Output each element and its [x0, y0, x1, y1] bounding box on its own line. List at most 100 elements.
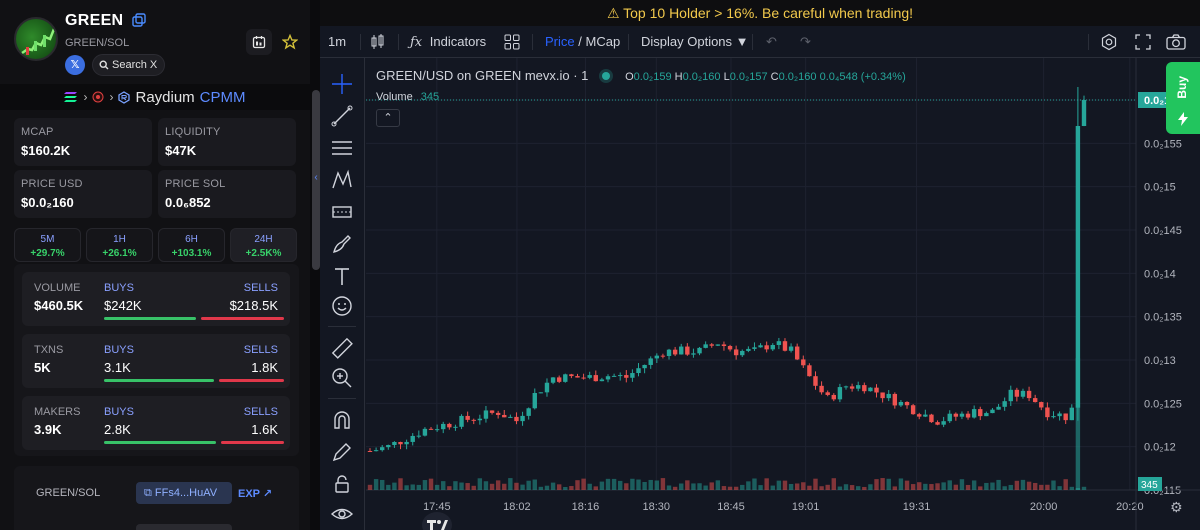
volume-bar: [386, 484, 391, 490]
volume-bar: [642, 482, 647, 490]
candle-body: [1002, 401, 1007, 407]
volume-bar: [794, 483, 800, 490]
stat-value: $0.0₂160: [21, 195, 74, 210]
search-x-button[interactable]: Search X: [92, 54, 166, 76]
chevron-right-icon: ›: [83, 90, 88, 104]
magnet-icon[interactable]: [330, 408, 354, 432]
volume-bar: [1008, 484, 1013, 490]
crosshair-icon[interactable]: [330, 72, 354, 96]
left-panel-scrollbar[interactable]: [311, 88, 321, 530]
brush-icon[interactable]: [330, 232, 354, 256]
tab-change: +29.7%: [30, 248, 65, 259]
price-option[interactable]: Price: [545, 34, 575, 49]
chart-type-button[interactable]: [370, 26, 386, 58]
x-tick-label: 18:16: [572, 501, 600, 513]
collapse-legend-button[interactable]: ⌃: [376, 109, 400, 127]
search-icon: [99, 60, 109, 70]
screenshot-button[interactable]: [1166, 26, 1186, 58]
explorer-link[interactable]: EXP ↗: [238, 487, 272, 500]
horizontal-lines-icon[interactable]: [330, 136, 354, 160]
candle-body: [556, 377, 562, 382]
collapse-panel-chevron-icon[interactable]: ‹: [314, 172, 318, 183]
x-tick-label: 19:31: [903, 501, 931, 513]
volume-bar: [733, 486, 739, 490]
candle-body: [471, 419, 476, 421]
pair-address-chip[interactable]: ⧉ FFs4...HuAV: [136, 482, 232, 504]
fullscreen-button[interactable]: [1135, 26, 1151, 58]
volume-bar: [996, 479, 1001, 490]
calendar-button[interactable]: [246, 29, 272, 55]
volume-bar: [831, 478, 836, 490]
volume-bar: [373, 479, 379, 490]
volume-bar: [538, 486, 544, 490]
volume-bar: [880, 478, 885, 490]
volume-bar: [953, 484, 959, 490]
x-tick-label: 17:45: [423, 501, 451, 513]
zoom-in-icon[interactable]: [330, 366, 354, 390]
candle-body: [862, 385, 867, 392]
volume-bar: [868, 484, 873, 490]
ruler-lines-icon[interactable]: [330, 200, 354, 224]
volume-bar: [611, 478, 617, 490]
candle-body: [923, 414, 928, 417]
layouts-button[interactable]: [504, 26, 520, 58]
favorite-button[interactable]: [277, 29, 303, 55]
redo-icon[interactable]: ↷: [800, 34, 811, 49]
buy-button[interactable]: Buy: [1166, 62, 1200, 134]
buys-value: 2.8K: [104, 422, 131, 437]
volume-bar: [837, 486, 843, 490]
x-tick-label: 18:45: [717, 501, 745, 513]
volume-bar: [593, 486, 598, 490]
stat-value: $160.2K: [21, 143, 71, 158]
settings-button[interactable]: [1100, 26, 1118, 58]
candle-body: [886, 393, 891, 399]
volume-bar: [801, 482, 806, 490]
pattern-icon[interactable]: [330, 168, 354, 192]
measure-ruler-icon[interactable]: [330, 336, 354, 360]
candle-body: [483, 410, 489, 419]
volume-bar: [453, 481, 458, 490]
interval-button[interactable]: 1m: [328, 34, 347, 49]
indicators-button[interactable]: ƒx Indicators: [410, 26, 486, 58]
chart-settings-gear-icon[interactable]: ⚙: [1170, 500, 1183, 516]
emoji-icon[interactable]: [330, 294, 354, 318]
candlestick-chart[interactable]: 0.0₂160.0₂1550.0₂150.0₂1450.0₂140.0₂1350…: [366, 58, 1200, 530]
candlestick-icon: [371, 34, 384, 49]
trend-line-icon[interactable]: [330, 104, 354, 128]
token-address-chip[interactable]: [136, 524, 232, 530]
volume-bar: [666, 485, 672, 490]
tab-24h[interactable]: 24H +2.5K%: [230, 228, 297, 262]
scrollbar-thumb[interactable]: [312, 90, 320, 270]
candle-body: [697, 347, 702, 354]
pencil-lock-icon[interactable]: [330, 440, 354, 464]
pair-address: FFs4...HuAV: [154, 487, 218, 499]
volume-bar: [654, 480, 660, 490]
y-tick-label: 0.0₂125: [1144, 398, 1182, 410]
volume-bar: [581, 478, 586, 490]
display-options-button[interactable]: Display Options ▼: [641, 34, 749, 49]
tab-1h[interactable]: 1H +26.1%: [86, 228, 153, 262]
tab-6h[interactable]: 6H +103.1%: [158, 228, 225, 262]
mcap-option[interactable]: MCap: [585, 34, 621, 49]
text-tool-icon[interactable]: [330, 264, 354, 288]
tradingview-logo[interactable]: [422, 512, 452, 530]
volume-bar: [746, 481, 751, 490]
candle-body: [679, 346, 684, 355]
undo-icon[interactable]: ↶: [766, 34, 777, 49]
candle-body: [1057, 413, 1062, 417]
candle-body: [898, 401, 904, 406]
candle-body: [819, 385, 824, 393]
eye-icon[interactable]: [330, 502, 354, 526]
candle-body: [917, 414, 922, 417]
lock-icon[interactable]: [330, 472, 354, 496]
candle-body: [538, 392, 544, 394]
x-link-button[interactable]: 𝕏: [65, 55, 85, 75]
price-mcap-toggle[interactable]: Price / MCap: [545, 26, 620, 58]
copy-icon[interactable]: [132, 13, 146, 27]
x-tick-label: 18:30: [643, 501, 671, 513]
volume-bar: [575, 480, 580, 490]
candle-body: [813, 376, 818, 386]
l-label: L: [723, 71, 730, 83]
price-chart[interactable]: 0.0₂160.0₂1550.0₂150.0₂1450.0₂140.0₂1350…: [366, 58, 1200, 530]
tab-5m[interactable]: 5M +29.7%: [14, 228, 81, 262]
